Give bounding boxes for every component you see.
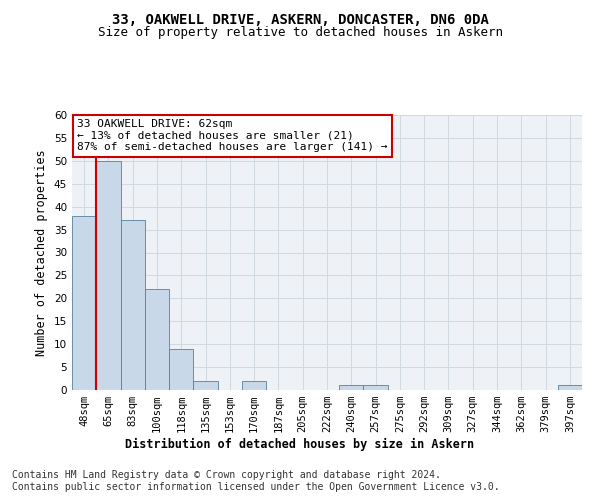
Text: 33, OAKWELL DRIVE, ASKERN, DONCASTER, DN6 0DA: 33, OAKWELL DRIVE, ASKERN, DONCASTER, DN… bbox=[112, 12, 488, 26]
Bar bbox=[96, 161, 121, 390]
Bar bbox=[558, 386, 582, 390]
Bar bbox=[121, 220, 145, 390]
Bar bbox=[145, 289, 169, 390]
Text: 33 OAKWELL DRIVE: 62sqm
← 13% of detached houses are smaller (21)
87% of semi-de: 33 OAKWELL DRIVE: 62sqm ← 13% of detache… bbox=[77, 119, 388, 152]
Y-axis label: Number of detached properties: Number of detached properties bbox=[35, 149, 49, 356]
Text: Contains HM Land Registry data © Crown copyright and database right 2024.
Contai: Contains HM Land Registry data © Crown c… bbox=[12, 470, 500, 492]
Text: Distribution of detached houses by size in Askern: Distribution of detached houses by size … bbox=[125, 438, 475, 450]
Text: Size of property relative to detached houses in Askern: Size of property relative to detached ho… bbox=[97, 26, 503, 39]
Bar bbox=[364, 386, 388, 390]
Bar bbox=[242, 381, 266, 390]
Bar bbox=[339, 386, 364, 390]
Bar bbox=[72, 216, 96, 390]
Bar bbox=[169, 349, 193, 390]
Bar bbox=[193, 381, 218, 390]
